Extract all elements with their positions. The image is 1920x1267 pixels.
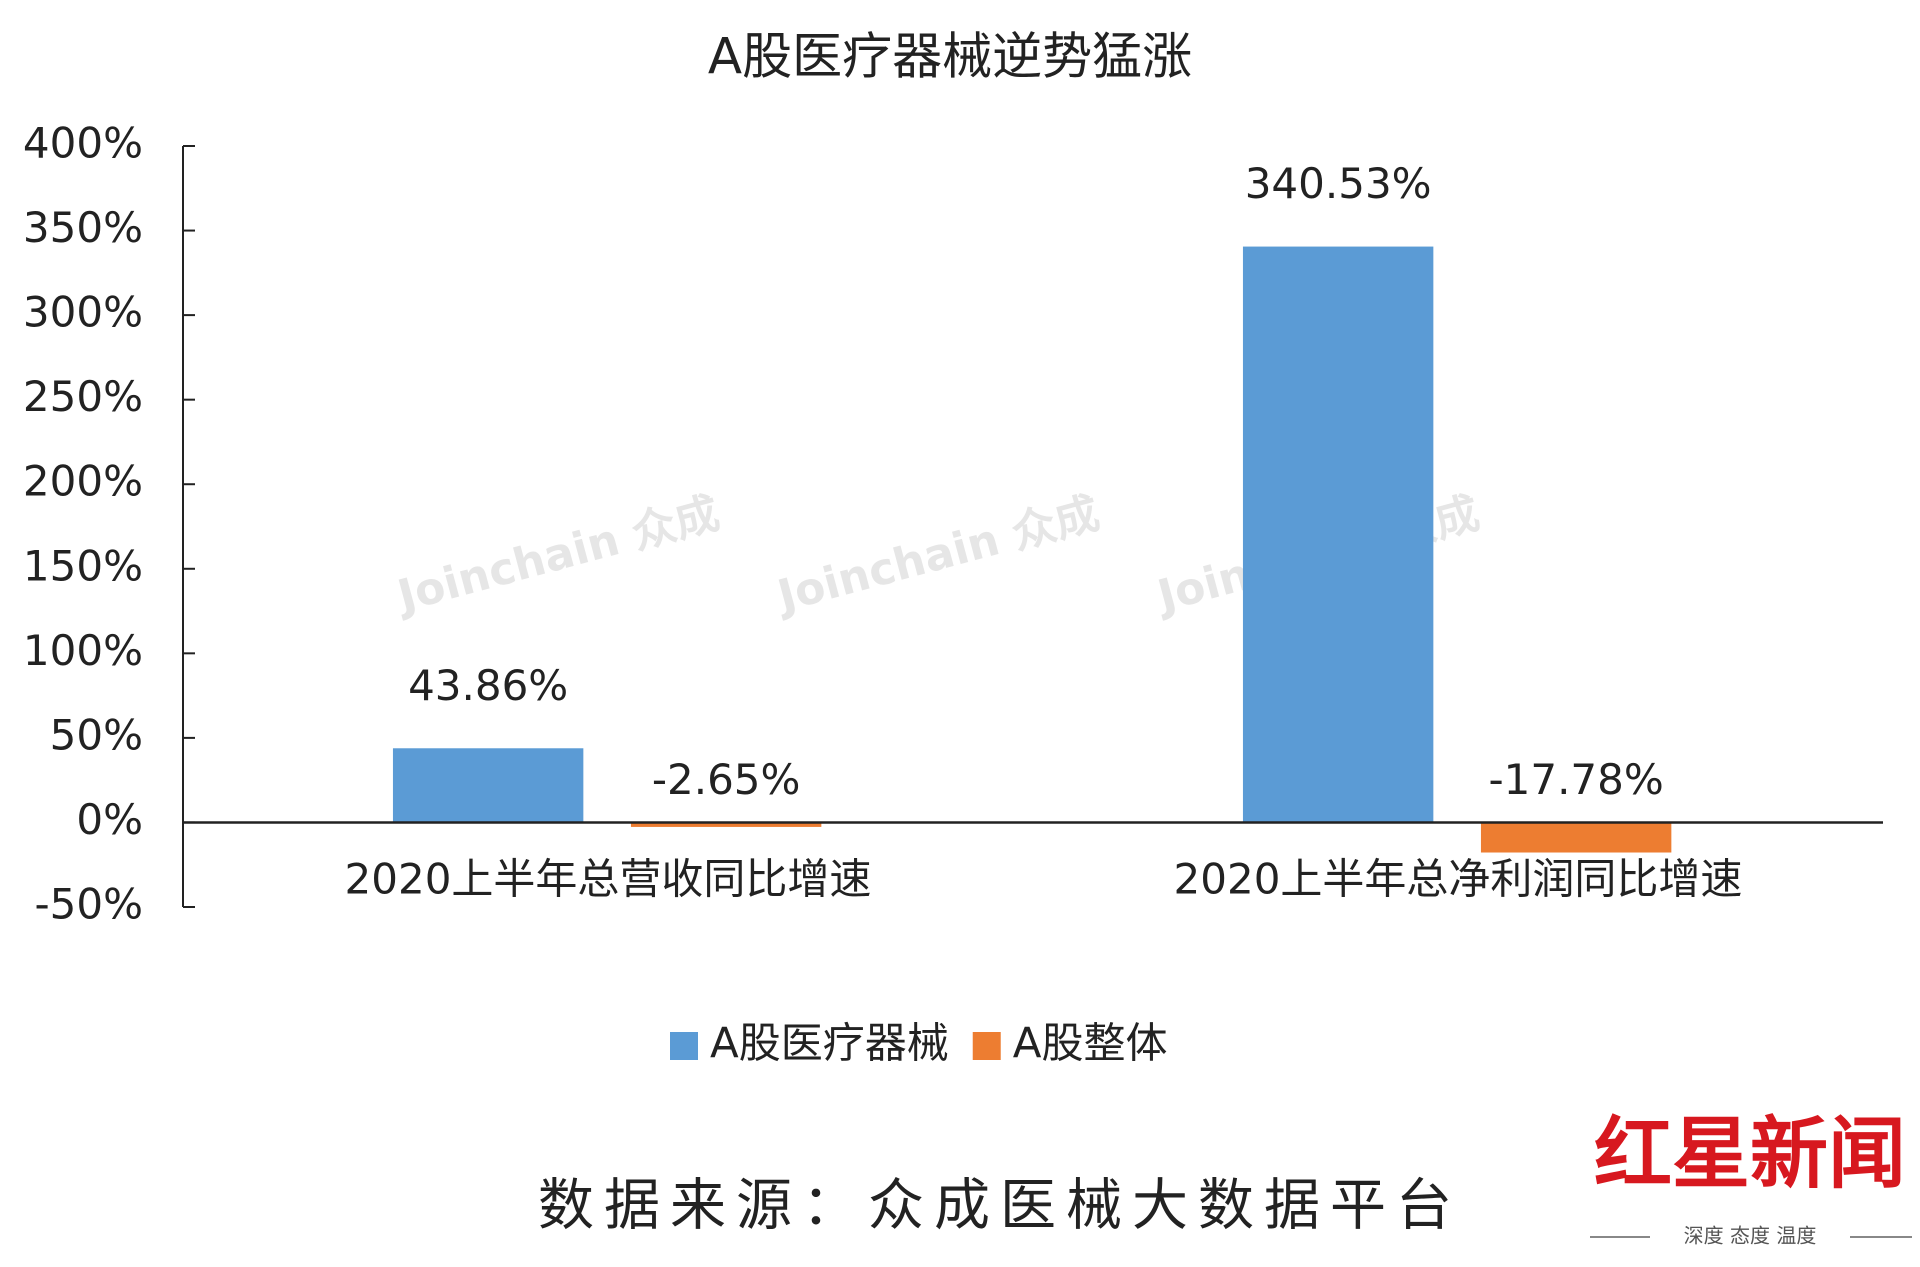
- x-tick-label: 2020上半年总净利润同比增速: [1174, 855, 1743, 904]
- y-tick-label: 150%: [23, 541, 143, 590]
- value-label: 43.86%: [408, 661, 568, 710]
- y-tick-label: -50%: [34, 880, 143, 929]
- watermark: Joinchain 众成: [770, 488, 1105, 623]
- y-tick-label: 400%: [23, 119, 143, 168]
- bar: [1480, 822, 1672, 853]
- value-label: -17.78%: [1488, 755, 1663, 804]
- legend-label: A股整体: [1013, 1019, 1168, 1068]
- x-tick-label: 2020上半年总营收同比增速: [345, 855, 872, 904]
- logo: 红星新闻: [1594, 1109, 1906, 1200]
- bar: [630, 822, 822, 827]
- legend-swatch: [972, 1032, 1001, 1060]
- legend-swatch: [670, 1032, 698, 1060]
- y-tick-label: 250%: [23, 372, 143, 421]
- y-tick-label: 200%: [23, 457, 143, 506]
- slogan: 深度 态度 温度: [1684, 1224, 1817, 1248]
- y-tick-label: 100%: [23, 626, 143, 675]
- y-tick-label: 50%: [50, 710, 143, 759]
- value-label: -2.65%: [652, 755, 801, 804]
- chart-title: A股医疗器械逆势猛涨: [708, 28, 1192, 86]
- bar: [1242, 246, 1434, 823]
- y-tick-label: 350%: [23, 203, 143, 252]
- bar: [392, 748, 584, 823]
- value-label: 340.53%: [1245, 159, 1432, 208]
- y-tick-label: 300%: [23, 288, 143, 337]
- watermark: Joinchain 众成: [390, 488, 725, 623]
- y-tick-label: 0%: [76, 795, 143, 844]
- source-note: 数据来源：众成医械大数据平台: [538, 1174, 1462, 1239]
- legend-label: A股医疗器械: [710, 1019, 949, 1068]
